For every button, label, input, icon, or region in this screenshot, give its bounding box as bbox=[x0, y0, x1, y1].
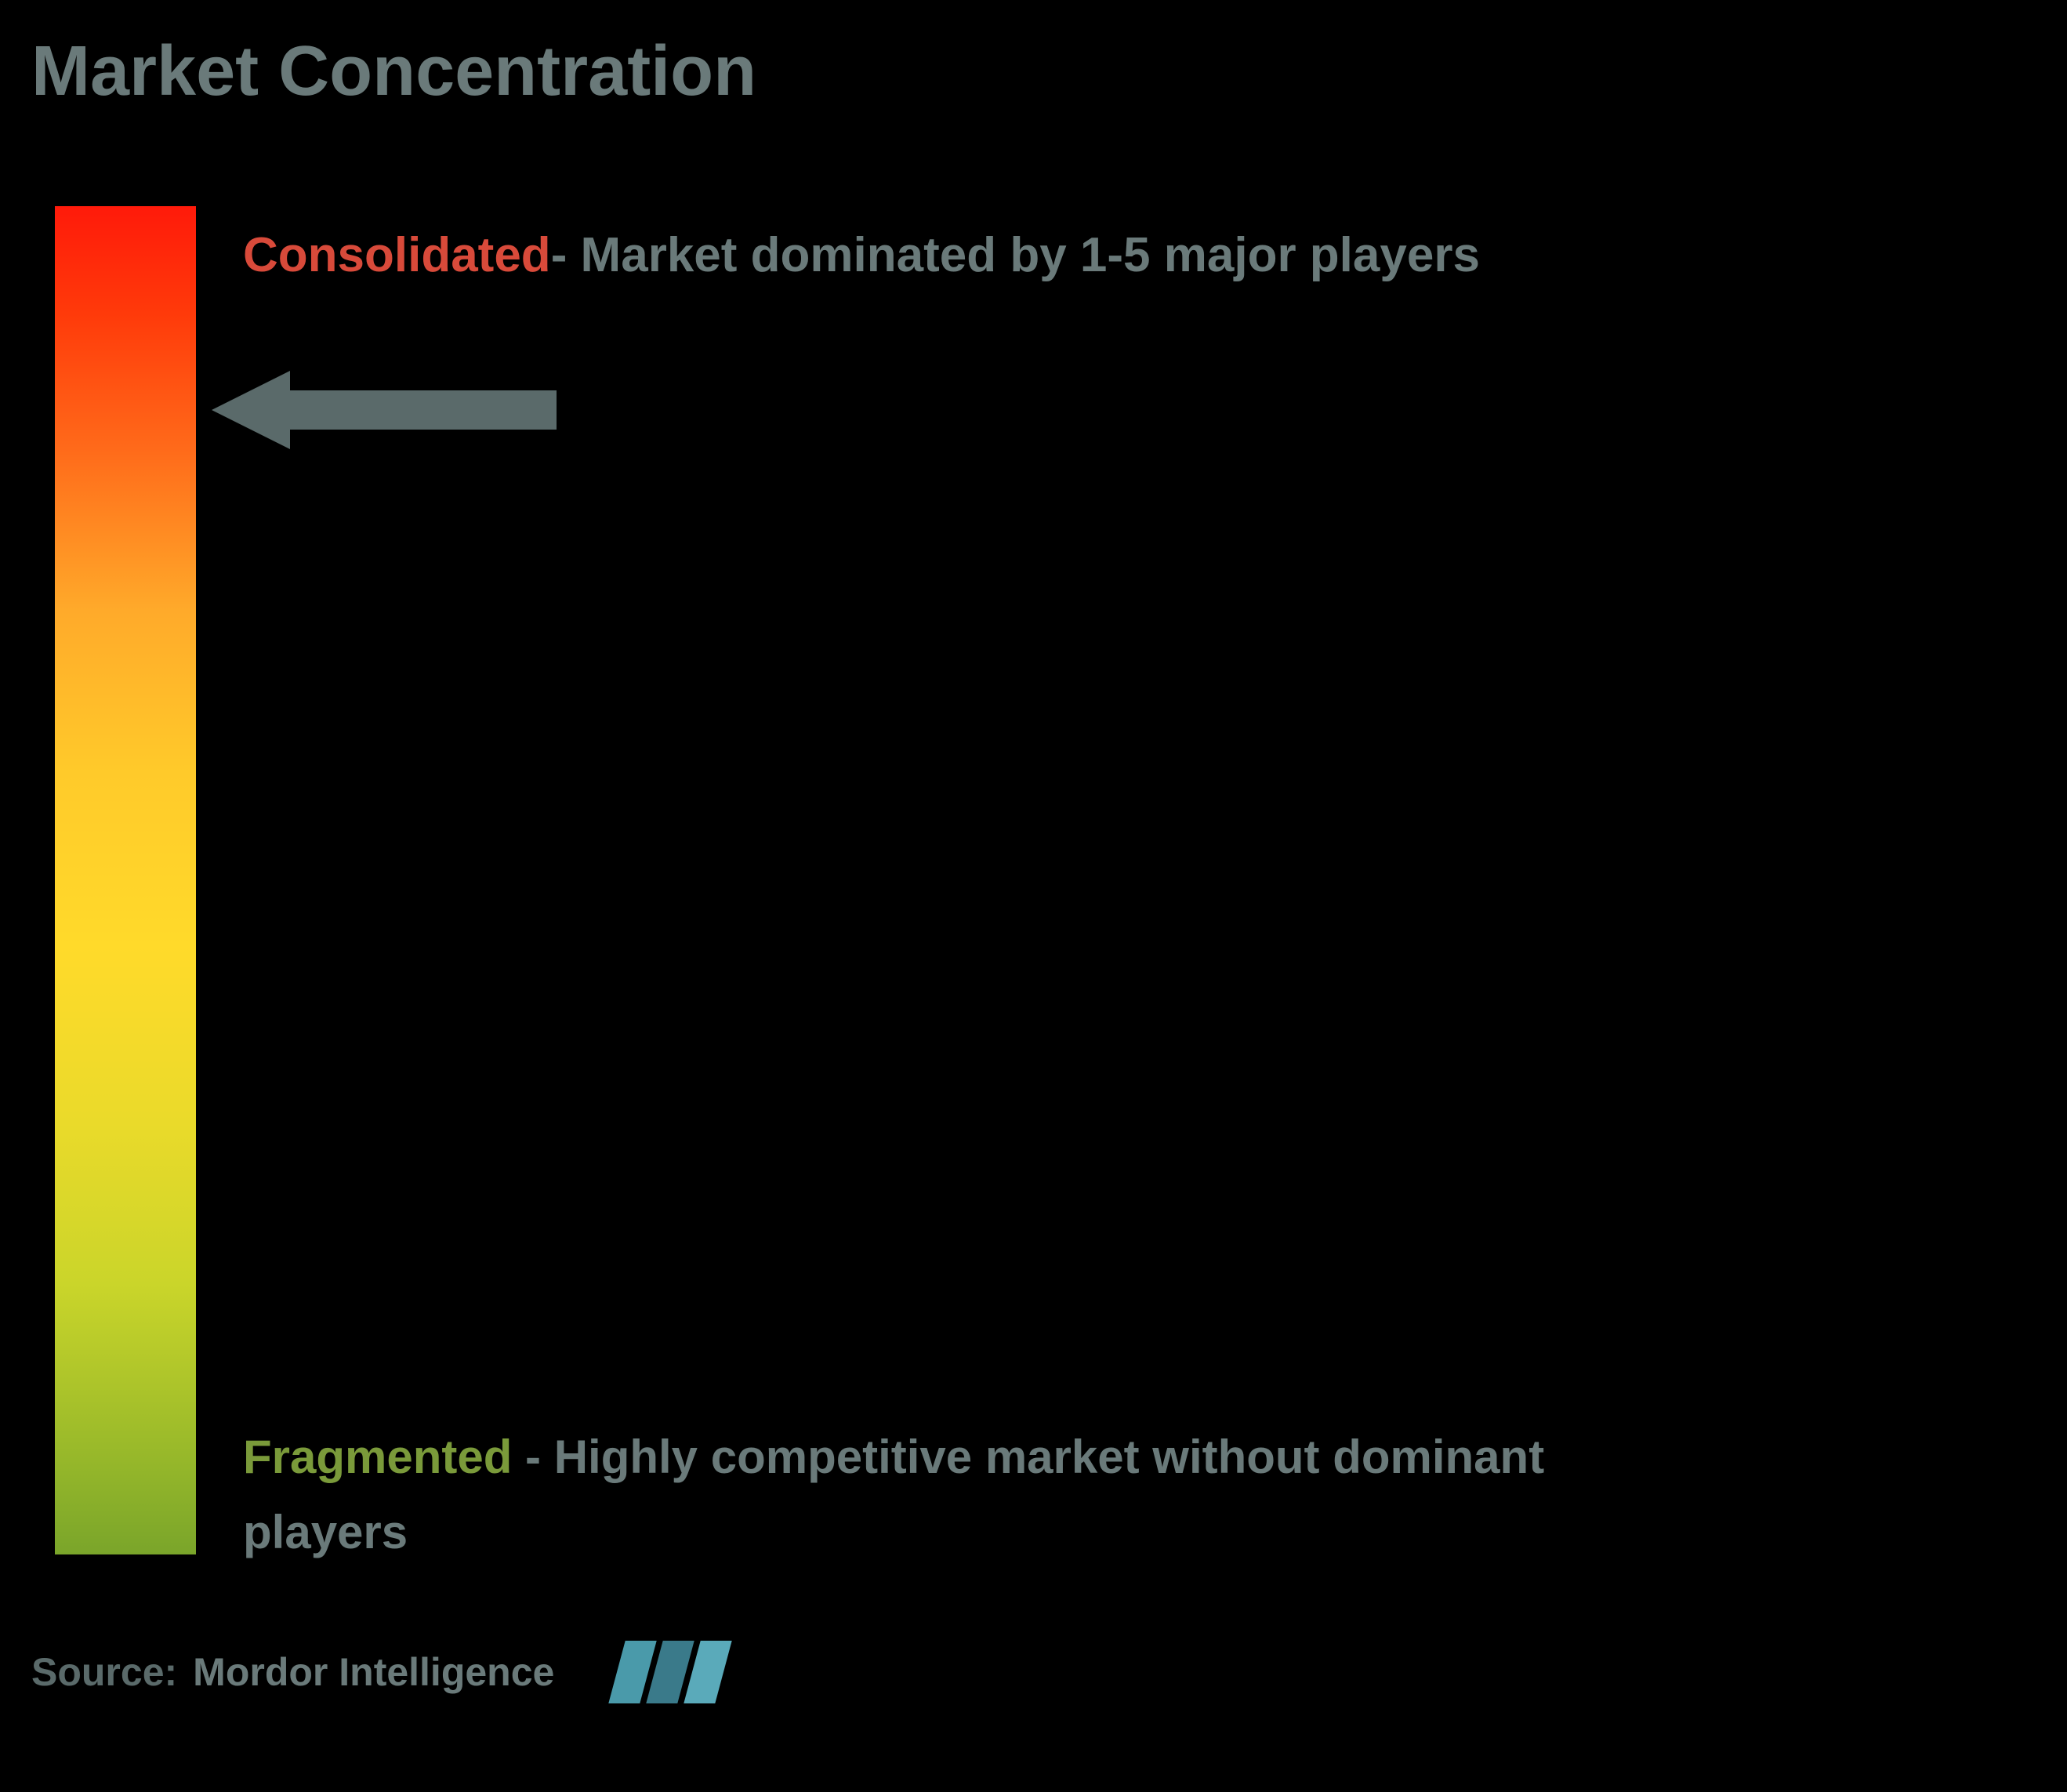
mordor-logo-icon bbox=[617, 1641, 723, 1703]
content-row: Consolidated- Market dominated by 1-5 ma… bbox=[31, 206, 2036, 1554]
consolidated-description: - Market dominated by 1-5 major players bbox=[551, 228, 1480, 282]
consolidated-highlight: Consolidated bbox=[243, 228, 551, 282]
consolidated-label: Consolidated- Market dominated by 1-5 ma… bbox=[243, 222, 1480, 290]
indicator-arrow bbox=[212, 363, 557, 461]
fragmented-highlight: Fragmented bbox=[243, 1431, 512, 1483]
source-label: Source: bbox=[31, 1649, 177, 1695]
diagram-title: Market Concentration bbox=[31, 31, 2036, 112]
gradient-scale-bar bbox=[55, 206, 196, 1554]
source-name: Mordor Intelligence bbox=[193, 1649, 554, 1695]
labels-column: Consolidated- Market dominated by 1-5 ma… bbox=[243, 206, 2036, 1554]
fragmented-label: Fragmented - Highly competitive market w… bbox=[243, 1420, 1576, 1570]
source-attribution: Source: Mordor Intelligence bbox=[31, 1641, 2036, 1703]
